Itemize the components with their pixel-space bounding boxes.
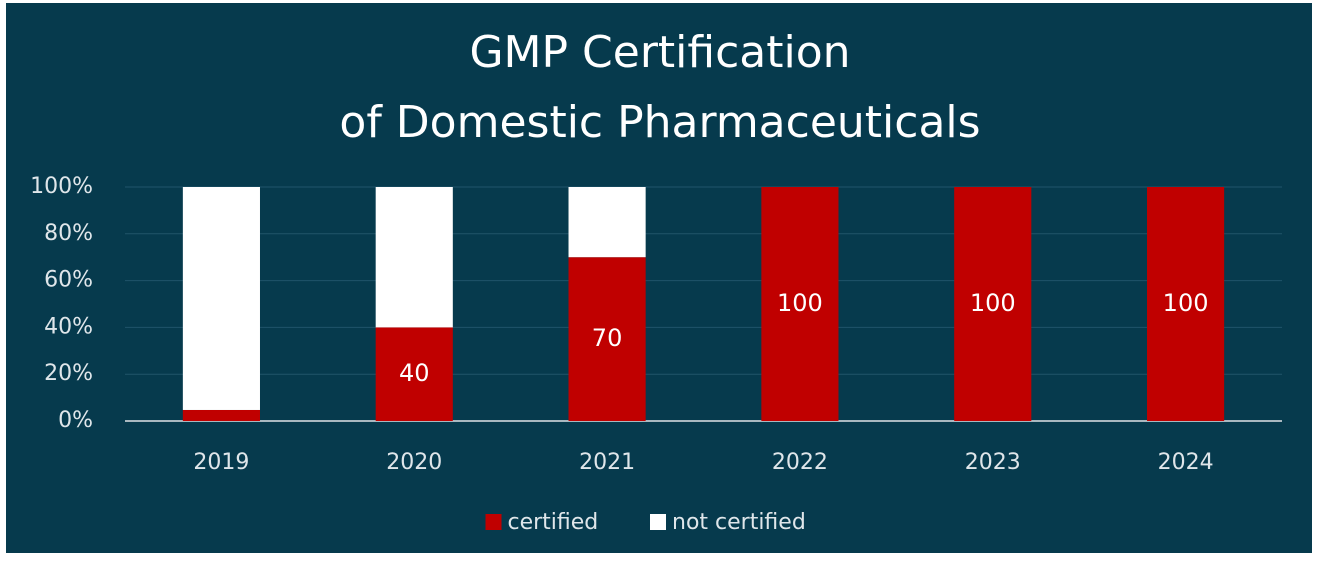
x-tick-label: 2024 <box>1158 450 1214 475</box>
data-label: 100 <box>1163 289 1209 317</box>
data-label: 70 <box>592 324 623 352</box>
bar-segment <box>954 187 1032 421</box>
bar-segment <box>375 327 453 421</box>
legend-swatch <box>650 514 666 530</box>
legend-swatch <box>485 514 502 530</box>
data-label: 40 <box>399 359 430 387</box>
y-tick-label: 0% <box>58 408 93 433</box>
data-label: 100 <box>970 289 1016 317</box>
y-tick-label: 40% <box>44 314 93 339</box>
bar-segment <box>182 409 260 421</box>
legend-label: certified <box>508 510 599 535</box>
x-tick-label: 2023 <box>965 450 1021 475</box>
bar-segment <box>568 257 646 421</box>
y-tick-label: 100% <box>30 174 93 199</box>
legend-label: not certified <box>672 510 806 535</box>
bar-segment <box>375 187 453 328</box>
bar-segment <box>568 187 646 258</box>
bar-segment <box>1147 187 1225 421</box>
chart-title: GMP Certification <box>469 27 850 78</box>
x-tick-label: 2022 <box>772 450 828 475</box>
x-tick-label: 2021 <box>579 450 635 475</box>
bar-segment <box>182 187 260 410</box>
y-tick-label: 60% <box>44 268 93 293</box>
data-label: 100 <box>777 289 823 317</box>
x-tick-label: 2019 <box>193 450 249 475</box>
y-tick-label: 80% <box>44 221 93 246</box>
x-tick-label: 2020 <box>386 450 442 475</box>
y-tick-label: 20% <box>44 361 93 386</box>
bar-segment <box>761 187 839 421</box>
chart-title: of Domestic Pharmaceuticals <box>339 97 980 148</box>
